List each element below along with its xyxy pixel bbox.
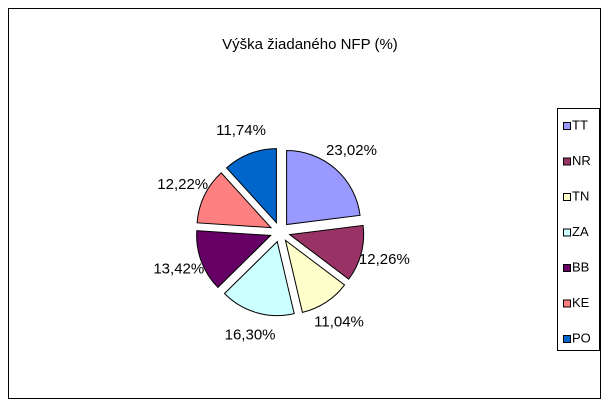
chart-title: Výška žiadaného NFP (%) <box>222 36 398 53</box>
pie-slice <box>223 240 295 317</box>
pie-slice <box>196 230 272 289</box>
legend-swatch <box>563 299 571 308</box>
pie-slice <box>196 172 273 229</box>
legend-label: PO <box>572 330 591 345</box>
data-label: 13,42% <box>153 261 204 278</box>
legend-swatch <box>563 264 571 272</box>
legend-label: KE <box>572 295 590 310</box>
data-label: 23,02% <box>326 142 377 159</box>
pie-slice <box>288 224 365 280</box>
data-label: 12,26% <box>359 251 410 268</box>
pie-slice <box>225 148 277 224</box>
legend-label: NR <box>572 153 591 168</box>
legend-swatch <box>563 122 571 130</box>
data-label: 16,30% <box>225 327 276 344</box>
pie-slice <box>286 150 361 226</box>
pie-slice <box>284 239 346 314</box>
data-label: 11,04% <box>314 313 364 330</box>
data-label: 11,74% <box>216 122 266 139</box>
legend-swatch <box>563 335 571 343</box>
legend-label: ZA <box>572 224 589 239</box>
legend-label: BB <box>572 259 589 274</box>
legend-label: TT <box>572 117 588 132</box>
legend-swatch <box>563 193 571 201</box>
legend-label: TN <box>572 188 589 203</box>
legend-swatch <box>563 228 571 237</box>
legend-swatch <box>563 157 571 166</box>
data-label: 12,22% <box>157 176 208 193</box>
